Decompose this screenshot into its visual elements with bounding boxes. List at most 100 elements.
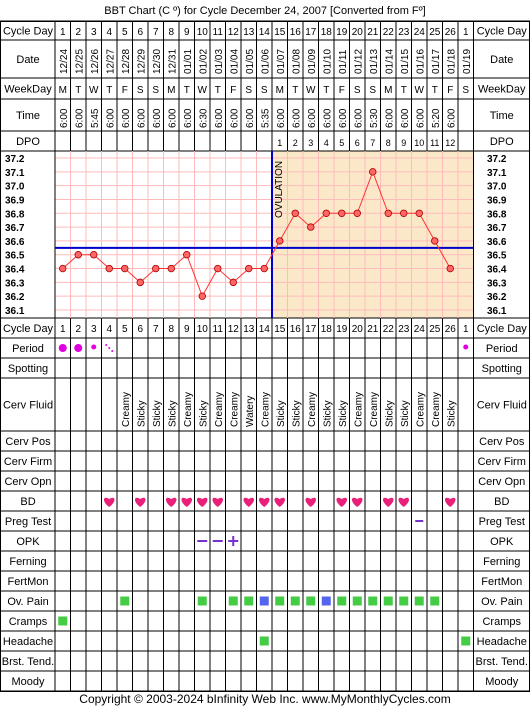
temp-tick-right: 37.1 xyxy=(487,168,507,179)
footer-copyright: Copyright © 2003-2024 bInfinity Web Inc.… xyxy=(79,692,450,706)
cycle-day-label: 25 xyxy=(429,324,441,335)
temperature-point xyxy=(338,209,346,217)
row-label-cerv_pos: Cerv Pos xyxy=(5,436,51,448)
time-label: 5:45 xyxy=(90,108,101,128)
time-label: 6:00 xyxy=(74,108,85,128)
row-label-time: Time xyxy=(16,110,40,122)
ov-pain-square xyxy=(321,596,331,606)
cycle-day-label: 7 xyxy=(153,324,159,335)
period-heavy-dot xyxy=(74,344,83,352)
dpo-label: 4 xyxy=(324,138,329,148)
cycle-day-label: 22 xyxy=(383,27,395,38)
temp-tick-left: 37.1 xyxy=(5,168,25,179)
cerv-fluid-label: Sticky xyxy=(384,400,395,427)
ov-pain-square xyxy=(259,596,269,606)
date-label: 01/09 xyxy=(307,49,318,74)
headache-square xyxy=(461,636,471,646)
cerv-fluid-label: Sticky xyxy=(136,400,147,427)
row-label-cerv_opn-right: Cerv Opn xyxy=(478,476,525,488)
bd-heart-icon xyxy=(305,497,317,507)
cerv-fluid-label: Creamy xyxy=(353,392,364,427)
temperature-point xyxy=(276,237,284,245)
row-label-cycle_day: Cycle Day xyxy=(3,323,54,335)
dpo-label: 6 xyxy=(355,138,360,148)
weekday-label: W xyxy=(89,85,99,96)
row-label-weekday: WeekDay xyxy=(4,84,52,96)
temperature-point xyxy=(90,251,98,259)
weekday-label: T xyxy=(75,85,81,96)
cerv-fluid-label: Creamy xyxy=(260,392,271,427)
cycle-day-label: 10 xyxy=(197,27,209,38)
temperature-point xyxy=(167,264,175,273)
cycle-day-label: 8 xyxy=(168,27,174,38)
time-label: 5:35 xyxy=(260,108,271,128)
ov-pain-square xyxy=(430,596,440,606)
cerv-fluid-label: Sticky xyxy=(322,400,333,427)
ov-pain-square xyxy=(337,596,347,606)
cycle-day-label: 26 xyxy=(445,324,457,335)
bd-heart-icon xyxy=(444,497,456,507)
bd-heart-icon xyxy=(351,497,363,507)
period-light-dot xyxy=(108,347,111,349)
row-label-cycle_day-right: Cycle Day xyxy=(477,26,528,38)
temp-tick-left: 36.7 xyxy=(5,223,25,234)
temp-tick-left: 36.6 xyxy=(5,237,25,248)
temp-tick-left: 37.0 xyxy=(5,182,25,193)
row-label-cycle_day: Cycle Day xyxy=(3,26,54,38)
ov-pain-square xyxy=(383,596,393,606)
bd-heart-icon xyxy=(103,497,115,507)
temp-tick-right: 36.7 xyxy=(487,223,507,234)
temp-tick-right: 37.2 xyxy=(487,154,507,165)
dpo-label: 12 xyxy=(445,138,455,148)
row-label-cerv_firm: Cerv Firm xyxy=(4,456,52,468)
temperature-point xyxy=(105,264,113,273)
cycle-day-label: 19 xyxy=(336,27,348,38)
cycle-day-label: 5 xyxy=(122,27,128,38)
cerv-fluid-label: Sticky xyxy=(338,400,349,427)
date-label: 01/10 xyxy=(322,49,333,74)
dpo-label: 11 xyxy=(430,138,439,148)
temperature-point xyxy=(245,264,253,273)
time-label: 6:00 xyxy=(322,108,333,128)
cycle-day-label: 4 xyxy=(106,27,112,38)
time-label: 6:00 xyxy=(245,108,256,128)
dpo-label: 8 xyxy=(386,138,391,148)
row-label-headache: Headache xyxy=(3,636,53,648)
cycle-day-label: 4 xyxy=(106,324,112,335)
weekday-label: F xyxy=(339,85,345,96)
cycle-day-label: 5 xyxy=(122,324,128,335)
cycle-day-label: 1 xyxy=(463,324,469,335)
row-label-dpo-right: DPO xyxy=(490,136,514,148)
row-label-opk: OPK xyxy=(16,536,40,548)
date-label: 01/14 xyxy=(384,49,395,74)
time-label: 6:00 xyxy=(415,108,426,128)
temp-tick-right: 36.9 xyxy=(487,195,507,206)
temperature-point xyxy=(260,264,268,273)
cerv-fluid-label: Creamy xyxy=(121,392,132,427)
weekday-label: M xyxy=(276,85,284,96)
cycle-day-label: 17 xyxy=(305,27,317,38)
temperature-point xyxy=(446,264,454,273)
ov-pain-square xyxy=(306,596,316,606)
weekday-label: T xyxy=(323,85,329,96)
row-label-moody: Moody xyxy=(11,676,45,688)
cycle-day-label: 26 xyxy=(445,27,457,38)
cerv-fluid-label: Sticky xyxy=(167,400,178,427)
bd-heart-icon xyxy=(212,497,224,507)
row-label-date: Date xyxy=(16,54,39,66)
time-label: 6:00 xyxy=(229,108,240,128)
row-label-period: Period xyxy=(12,343,44,355)
date-label: 01/15 xyxy=(400,49,411,74)
cycle-day-label: 16 xyxy=(290,324,302,335)
row-label-fertmon: FertMon xyxy=(8,576,49,588)
date-label: 12/25 xyxy=(74,49,85,74)
row-label-date-right: Date xyxy=(490,54,513,66)
cycle-day-label: 17 xyxy=(305,324,317,335)
temp-tick-right: 37.0 xyxy=(487,182,507,193)
weekday-label: S xyxy=(261,85,268,96)
cycle-day-label: 2 xyxy=(75,324,81,335)
weekday-label: T xyxy=(215,85,221,96)
row-label-cerv_opn: Cerv Opn xyxy=(4,476,51,488)
cycle-day-label: 1 xyxy=(60,324,66,335)
cycle-day-label: 10 xyxy=(197,324,209,335)
